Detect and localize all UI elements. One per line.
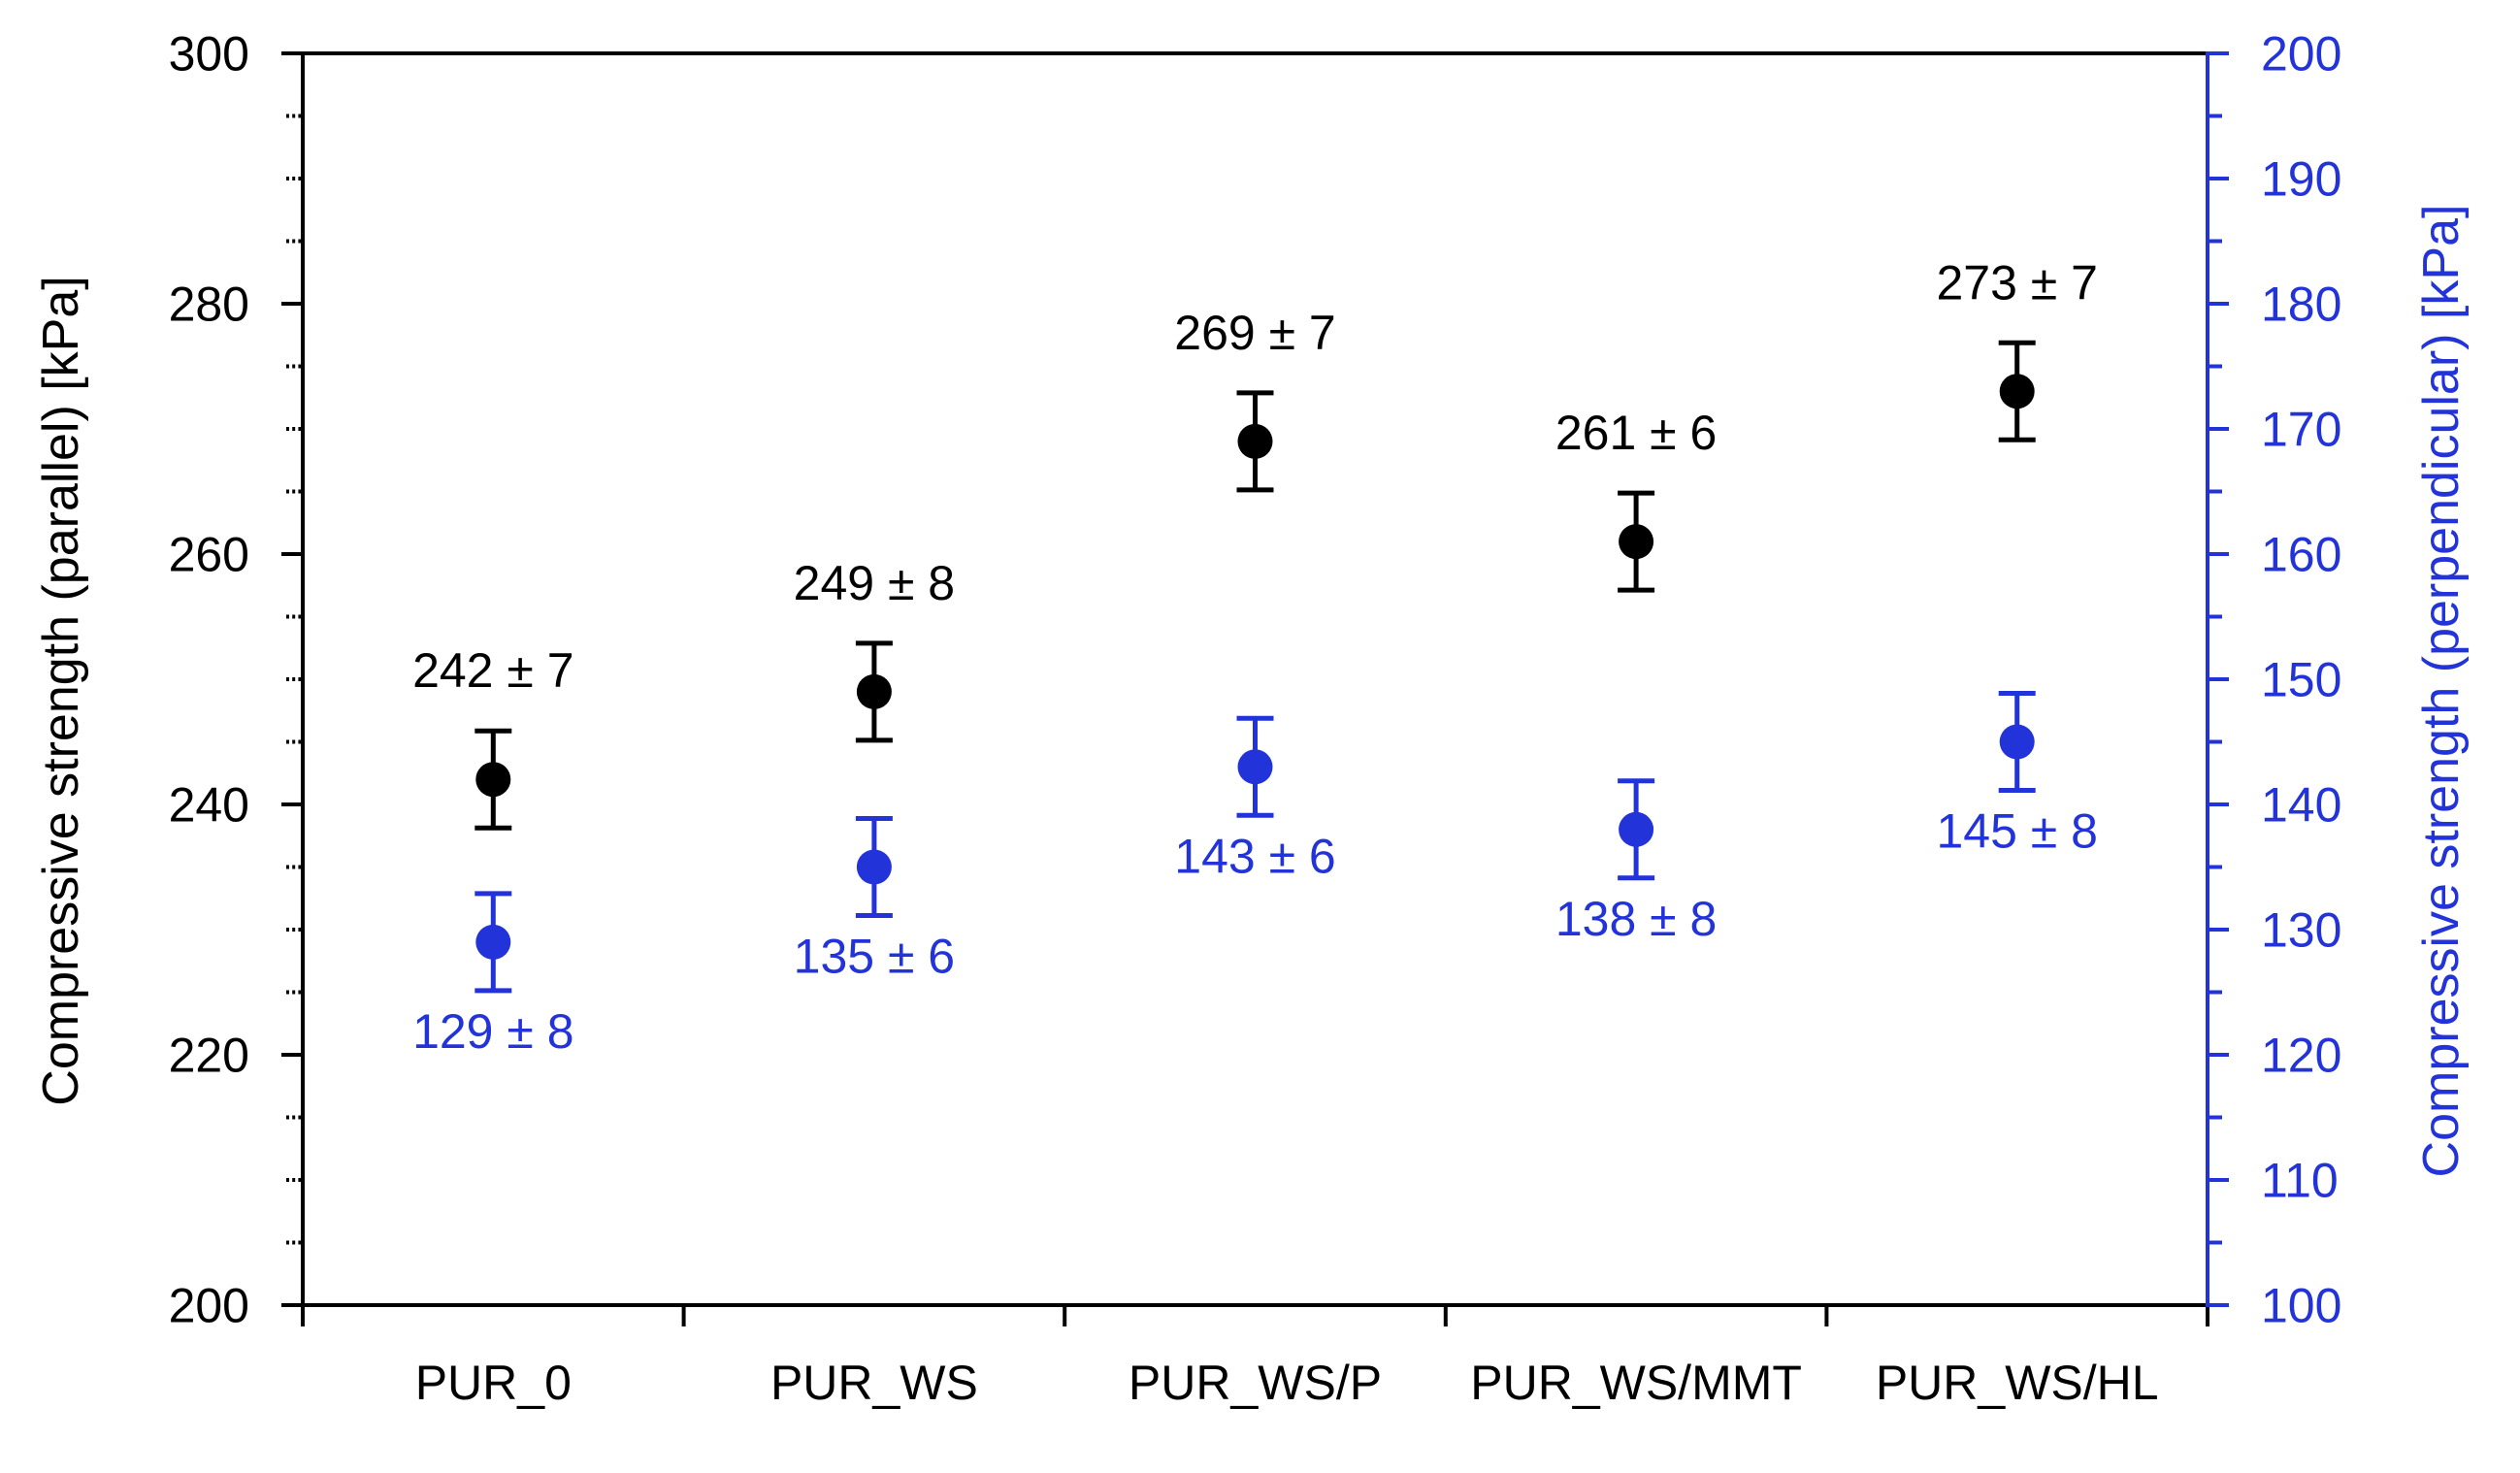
data-point	[1237, 423, 1273, 459]
data-point	[856, 849, 892, 885]
x-axis-category-label: PUR_WS/MMT	[1470, 1356, 1802, 1410]
left-axis-title: Compressive strength (parallel) [kPa]	[33, 276, 89, 1106]
right-axis-tick-label: 180	[2261, 278, 2341, 332]
right-axis-tick-label: 140	[2261, 778, 2341, 833]
x-axis-category-label: PUR_WS	[770, 1356, 978, 1410]
data-point-label: 249 ± 8	[794, 556, 955, 610]
data-point	[475, 762, 511, 798]
right-axis-title: Compressive strength (perpendicular) [kP…	[2413, 204, 2470, 1178]
left-axis-tick-label: 280	[169, 278, 249, 332]
right-axis-tick-label: 120	[2261, 1029, 2341, 1083]
data-point-label: 273 ± 7	[1936, 255, 2097, 310]
left-axis-tick-label: 200	[169, 1279, 249, 1333]
data-point-label: 269 ± 7	[1174, 306, 1335, 360]
data-point	[1999, 724, 2035, 760]
data-point-label: 129 ± 8	[412, 1004, 573, 1059]
data-point	[1619, 811, 1654, 847]
data-point	[1619, 524, 1654, 560]
data-point	[856, 673, 892, 709]
right-axis-tick-label: 190	[2261, 152, 2341, 207]
data-point	[1999, 374, 2035, 409]
data-point-label: 143 ± 6	[1174, 829, 1335, 883]
right-axis-tick-label: 200	[2261, 27, 2341, 82]
data-point	[1237, 749, 1273, 785]
data-point	[475, 924, 511, 960]
right-axis-tick-label: 100	[2261, 1279, 2341, 1333]
right-axis-tick-label: 150	[2261, 653, 2341, 707]
data-point-label: 138 ± 8	[1555, 892, 1717, 946]
data-point-label: 145 ± 8	[1936, 804, 2097, 859]
left-axis-tick-label: 240	[169, 778, 249, 833]
data-point-label: 261 ± 6	[1555, 406, 1717, 460]
x-axis-category-label: PUR_WS/HL	[1876, 1356, 2159, 1410]
x-axis-category-label: PUR_0	[415, 1356, 572, 1410]
right-axis-tick-label: 110	[2261, 1154, 2339, 1208]
left-axis-tick-label: 220	[169, 1029, 249, 1083]
data-point-label: 135 ± 6	[794, 930, 955, 984]
data-point-label: 242 ± 7	[412, 643, 573, 698]
left-axis-tick-label: 260	[169, 528, 249, 582]
right-axis-tick-label: 160	[2261, 528, 2341, 582]
x-axis-category-label: PUR_WS/P	[1129, 1356, 1382, 1410]
right-axis-tick-label: 170	[2261, 403, 2341, 457]
left-axis-tick-label: 300	[169, 27, 249, 82]
right-axis-tick-label: 130	[2261, 903, 2341, 958]
